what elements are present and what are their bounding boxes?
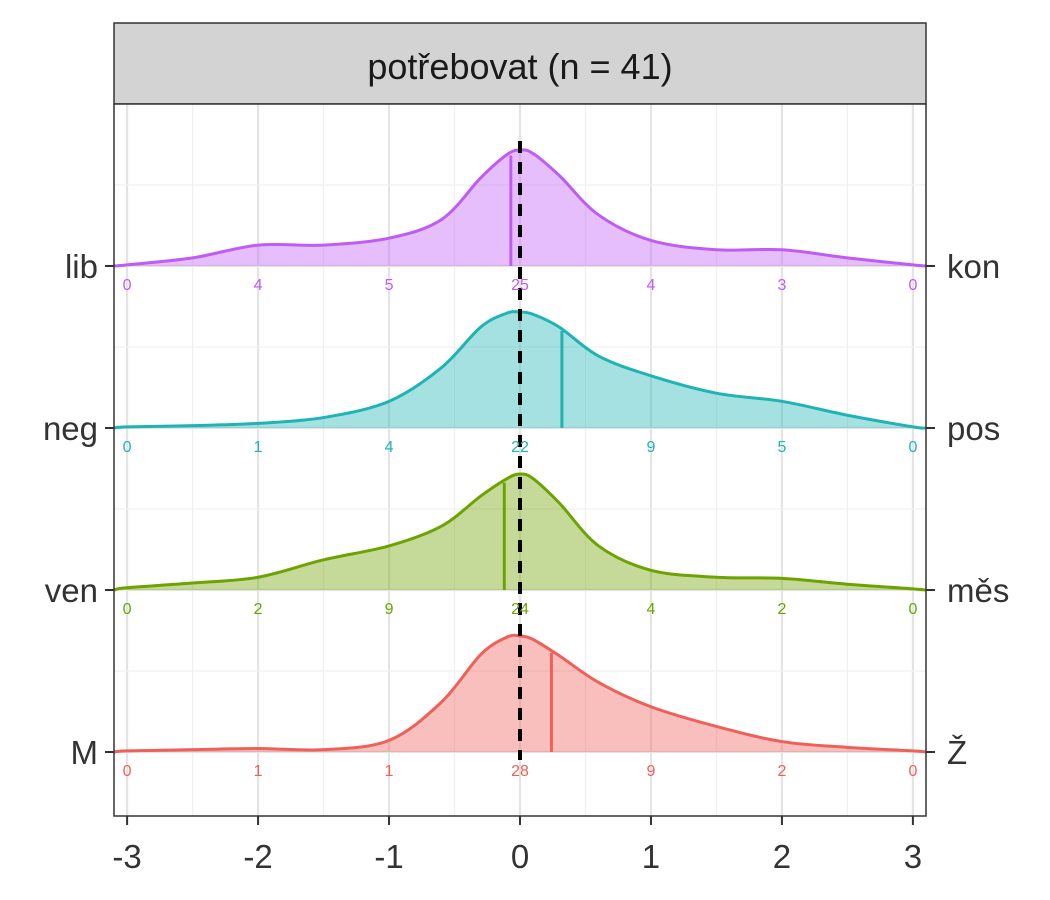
count-label-M-5: 2 xyxy=(777,763,786,780)
count-label-M-4: 9 xyxy=(647,763,656,780)
y-label-left-ven: ven xyxy=(45,572,98,609)
count-label-M-0: 0 xyxy=(123,763,132,780)
ridge-fill-ven xyxy=(114,473,926,590)
count-label-lib-1: 4 xyxy=(254,277,263,294)
y-label-left-M: M xyxy=(71,734,99,771)
count-label-M-2: 1 xyxy=(385,763,394,780)
y-label-right-ven: měs xyxy=(947,572,1009,609)
count-label-lib-4: 4 xyxy=(647,277,656,294)
ridge-outline-ven xyxy=(113,472,927,592)
count-label-ven-4: 4 xyxy=(647,601,656,618)
count-label-M-1: 1 xyxy=(254,763,263,780)
count-label-ven-3: 24 xyxy=(511,601,529,618)
count-label-neg-6: 0 xyxy=(908,439,917,456)
count-label-lib-5: 3 xyxy=(777,277,786,294)
x-tick-label-6: 3 xyxy=(904,838,922,875)
count-label-neg-2: 4 xyxy=(385,439,394,456)
count-label-ven-1: 2 xyxy=(254,601,263,618)
x-tick-label-0: -3 xyxy=(112,838,141,875)
count-label-neg-0: 0 xyxy=(123,439,132,456)
y-label-right-lib: kon xyxy=(947,248,1000,285)
facet-strip xyxy=(113,22,927,105)
count-label-ven-5: 2 xyxy=(777,601,786,618)
count-label-neg-1: 1 xyxy=(254,439,263,456)
count-label-lib-2: 5 xyxy=(385,277,394,294)
count-label-ven-0: 0 xyxy=(123,601,132,618)
count-label-M-6: 0 xyxy=(908,763,917,780)
count-labels: 0 1 1 28 9 2 0 0 2 9 24 4 2 0 0 1 4 22 9 5 0 0 4 5 25 4 3 0 xyxy=(123,277,918,780)
y-label-right-M: Ž xyxy=(947,734,967,771)
count-label-lib-6: 0 xyxy=(908,277,917,294)
count-label-M-3: 28 xyxy=(511,763,529,780)
count-label-neg-4: 9 xyxy=(647,439,656,456)
y-label-left-lib: lib xyxy=(65,248,98,285)
count-label-lib-0: 0 xyxy=(123,277,132,294)
chart-title: potřebovat (n = 41) xyxy=(367,46,672,87)
count-label-lib-3: 25 xyxy=(511,277,529,294)
ridge-ven xyxy=(113,472,927,592)
x-tick-label-1: -2 xyxy=(243,838,272,875)
y-label-left-neg: neg xyxy=(43,410,98,447)
x-tick-label-3: 0 xyxy=(511,838,529,875)
ridge-fill-neg xyxy=(114,311,926,429)
x-tick-label-4: 1 xyxy=(642,838,660,875)
count-label-neg-5: 5 xyxy=(777,439,786,456)
x-tick-label-5: 2 xyxy=(773,838,791,875)
x-tick-label-2: -1 xyxy=(374,838,403,875)
y-label-right-neg: pos xyxy=(947,410,1000,447)
count-label-neg-3: 22 xyxy=(511,439,529,456)
count-label-ven-6: 0 xyxy=(908,601,917,618)
count-label-ven-2: 9 xyxy=(385,601,394,618)
